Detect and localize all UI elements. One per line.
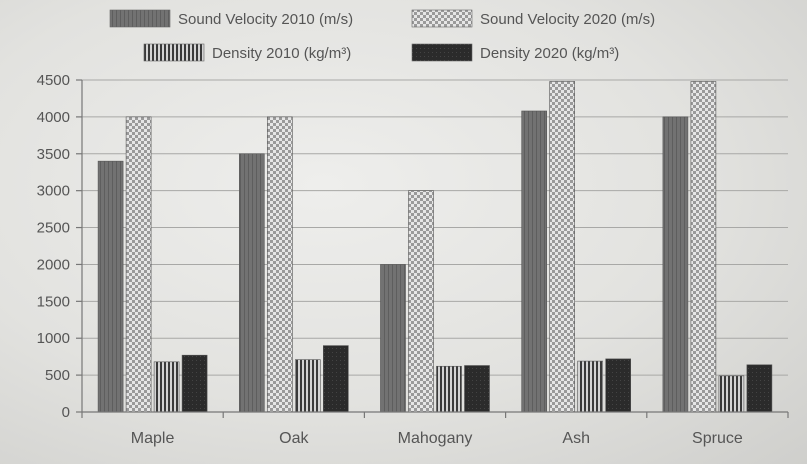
y-tick-label: 2000 [37, 256, 70, 273]
x-tick-label: Mahogany [398, 430, 473, 447]
x-tick-label: Spruce [692, 430, 743, 447]
y-tick-label: 4500 [37, 72, 70, 89]
legend-label-series-2: Sound Velocity 2020 (m/s) [480, 11, 655, 28]
bar-maple-series-3 [153, 361, 180, 413]
x-tick-label: Ash [562, 430, 590, 447]
bar-ash-series-2 [549, 81, 576, 413]
y-tick-label: 3000 [37, 183, 70, 200]
bar-oak-series-3 [294, 359, 321, 413]
bar-maple-series-4 [181, 354, 208, 413]
legend-swatch-series-1 [109, 9, 171, 28]
bar-mahogany-series-3 [436, 365, 462, 413]
legend-swatch-series-4 [411, 43, 473, 62]
bar-ash-series-1 [521, 110, 548, 413]
y-tick-label: 2500 [37, 220, 70, 237]
bar-spruce-series-3 [718, 375, 745, 413]
y-tick-label: 500 [45, 367, 70, 384]
bar-mahogany-series-1 [380, 264, 406, 413]
y-tick-label: 1500 [37, 293, 70, 310]
bar-spruce-series-2 [690, 81, 717, 413]
bar-maple-series-1 [97, 160, 124, 413]
legend-swatch-series-2 [411, 9, 473, 28]
x-tick-label: Maple [131, 430, 175, 447]
bar-ash-series-4 [605, 358, 632, 413]
y-tick-label: 4000 [37, 109, 70, 126]
bar-ash-series-3 [577, 360, 604, 413]
bar-maple-series-2 [125, 116, 152, 413]
bar-spruce-series-1 [662, 116, 689, 413]
legend-swatch-series-3 [143, 43, 205, 62]
bar-oak-series-4 [322, 345, 349, 413]
y-tick-label: 0 [62, 404, 70, 421]
legend-label-series-3: Density 2010 (kg/m³) [212, 45, 351, 62]
bar-oak-series-1 [239, 153, 265, 413]
legend-label-series-1: Sound Velocity 2010 (m/s) [178, 11, 353, 28]
bar-spruce-series-4 [746, 364, 773, 413]
x-tick-label: Oak [279, 430, 309, 447]
bar-mahogany-series-4 [464, 365, 490, 413]
y-tick-label: 3500 [37, 146, 70, 163]
bar-oak-series-2 [266, 116, 293, 413]
legend-label-series-4: Density 2020 (kg/m³) [480, 45, 619, 62]
bar-mahogany-series-2 [408, 190, 434, 413]
y-tick-label: 1000 [37, 330, 70, 347]
